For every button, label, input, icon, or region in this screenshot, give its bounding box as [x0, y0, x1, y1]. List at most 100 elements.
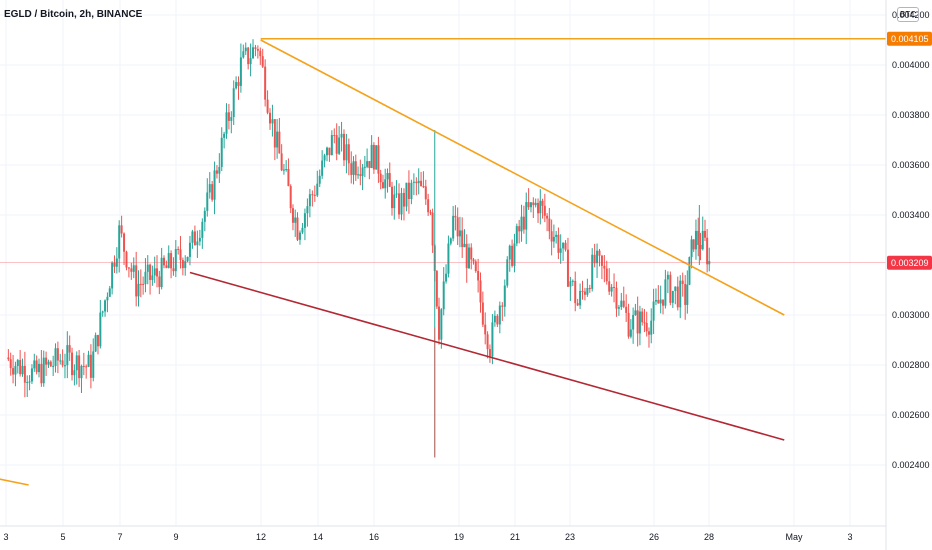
candle-body — [130, 268, 133, 272]
candle-body — [49, 361, 52, 367]
candle-body — [629, 329, 632, 337]
candle-body — [215, 170, 218, 174]
time-axis[interactable]: 3 5 7 9 12 14 16 19 21 23 26 28 May 3 — [3, 532, 852, 542]
candle-body — [566, 249, 569, 287]
time-tick-label: May — [785, 532, 803, 542]
candle-body — [206, 192, 209, 211]
candle-body — [323, 155, 326, 161]
candle-body — [684, 283, 687, 305]
candle-body — [605, 268, 608, 282]
time-tick-label: 16 — [369, 532, 379, 542]
candle-body — [104, 300, 107, 312]
candle-body — [211, 184, 214, 200]
price-tick-label: 0.003800 — [892, 110, 930, 120]
candle-body — [80, 365, 83, 379]
candle-body — [422, 186, 425, 188]
candle-body — [146, 264, 149, 272]
candle-body — [232, 88, 235, 118]
candle-body — [543, 205, 546, 216]
candle-body — [40, 363, 43, 384]
candle-body — [608, 281, 611, 292]
candle-body — [278, 131, 281, 154]
candle-body — [452, 215, 455, 239]
candle-body — [66, 345, 69, 366]
candle-body — [99, 312, 102, 347]
candle-body — [96, 335, 99, 347]
candle-body — [388, 173, 391, 187]
candle-body — [45, 357, 48, 365]
candle-body — [12, 368, 15, 375]
candle-body — [303, 213, 306, 228]
candle-body — [153, 268, 156, 276]
price-tags: 0.004105 0.003209 — [887, 31, 932, 270]
candle-body — [463, 243, 466, 248]
price-tick-label: 0.002400 — [892, 460, 930, 470]
price-axis[interactable]: 0.004200 0.004000 0.003800 0.003600 0.003400… — [892, 10, 930, 470]
candle-body — [557, 234, 560, 253]
currency-button[interactable]: BTC — [897, 7, 919, 22]
candle-body — [330, 135, 333, 156]
time-tick-label: 23 — [565, 532, 575, 542]
candle-body — [579, 290, 582, 306]
time-tick-label: 19 — [454, 532, 464, 542]
candle-body — [123, 233, 126, 252]
candle-body — [78, 355, 81, 379]
candle-body — [576, 303, 579, 306]
candle-body — [335, 135, 338, 154]
candle-body — [588, 288, 591, 290]
candle-body — [160, 257, 163, 288]
candle-body — [393, 194, 396, 209]
candle-body — [384, 179, 387, 189]
candle-body — [14, 366, 17, 375]
candle-body — [359, 174, 362, 176]
candle-body — [634, 310, 637, 315]
time-tick-label: 3 — [3, 532, 8, 542]
candle-body — [704, 230, 707, 238]
candle-body — [361, 167, 364, 176]
candle-body — [165, 265, 168, 268]
candle-body — [627, 312, 630, 337]
candle-body — [636, 310, 639, 334]
candle-body — [354, 161, 357, 176]
candle-body — [534, 202, 537, 206]
candle-body — [42, 357, 45, 384]
candle-body — [326, 147, 329, 156]
candle-body — [201, 221, 204, 238]
candle-body — [311, 194, 314, 196]
candle-body — [87, 354, 90, 367]
candle-body — [38, 363, 41, 373]
candle-body — [511, 245, 514, 266]
candle-body — [550, 231, 553, 242]
candle-body — [308, 194, 311, 207]
candle-body — [9, 359, 12, 369]
candle-body — [442, 281, 445, 310]
candle-body — [92, 351, 95, 378]
candle-body — [552, 236, 555, 242]
candle-body — [316, 183, 319, 196]
candle-body — [132, 265, 135, 272]
candle-body — [481, 302, 484, 325]
time-tick-label: 14 — [313, 532, 323, 542]
price-tick-label: 0.002800 — [892, 360, 930, 370]
time-tick-label: 26 — [649, 532, 659, 542]
candle-body — [347, 144, 350, 164]
candle-body — [321, 160, 324, 176]
candle-body — [287, 169, 290, 187]
candle-body — [412, 181, 415, 183]
candle-body — [598, 250, 601, 256]
price-tick-label: 0.004200 — [892, 10, 930, 20]
time-tick-label: 9 — [173, 532, 178, 542]
candle-body — [191, 231, 194, 243]
candle-body — [498, 305, 501, 325]
candle-body — [508, 245, 511, 260]
candle-body — [73, 370, 76, 376]
price-tick-label: 0.002600 — [892, 410, 930, 420]
candle-body — [447, 243, 450, 274]
candle-body — [659, 299, 662, 304]
candle-body — [395, 193, 398, 195]
candle-body — [89, 354, 92, 378]
candle-body — [391, 186, 394, 209]
candle-body — [615, 287, 618, 309]
candle-body — [188, 242, 191, 257]
